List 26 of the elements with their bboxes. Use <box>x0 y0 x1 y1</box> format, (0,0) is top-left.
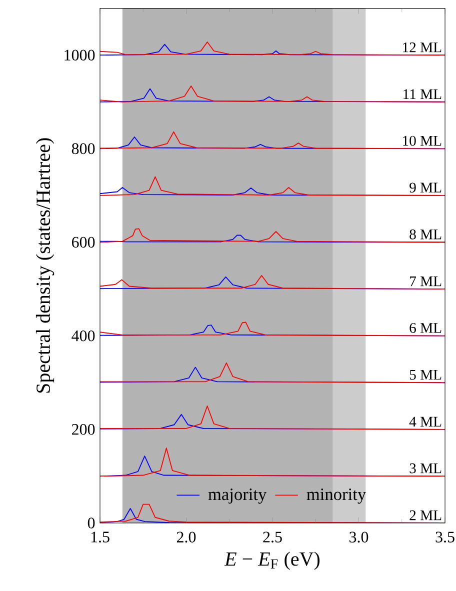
x-axis-title: E − E$_{F}$ (eV) <box>224 552 320 570</box>
annotation: 4 ML <box>409 416 442 426</box>
annotation: 5 ML <box>410 370 442 380</box>
y-tick-label: 200 <box>72 424 95 435</box>
annotation: 12 ML <box>403 42 442 52</box>
annotation: 2 ML <box>410 510 442 520</box>
x-tick-label: 2.5 <box>263 532 282 543</box>
y-tick-label: 1000 <box>64 50 95 60</box>
annotation: 8 ML <box>410 229 442 240</box>
y-tick-label: 400 <box>72 330 95 342</box>
y-axis-title: Spectral density (states/Hartree) <box>36 138 54 393</box>
y-tick-label: 0 <box>88 518 95 528</box>
annotation: 7 ML <box>410 276 442 286</box>
x-tick-label: 1.5 <box>91 532 110 542</box>
x-tick-label: 2.0 <box>176 532 196 543</box>
y-tick-label: 800 <box>72 143 95 154</box>
x-tick-label: 3.5 <box>436 532 454 543</box>
annotation: 10 ML <box>403 136 442 146</box>
annotation: 9 ML <box>410 182 442 193</box>
annotation: 11 ML <box>404 89 442 99</box>
legend-label: minority <box>306 488 366 504</box>
annotation: 3 ML <box>410 463 442 474</box>
annotation: 6 ML <box>410 323 442 333</box>
x-tick-label: 3.0 <box>350 532 368 543</box>
y-tick-label: 600 <box>72 236 95 248</box>
legend-label: majority <box>208 488 267 504</box>
